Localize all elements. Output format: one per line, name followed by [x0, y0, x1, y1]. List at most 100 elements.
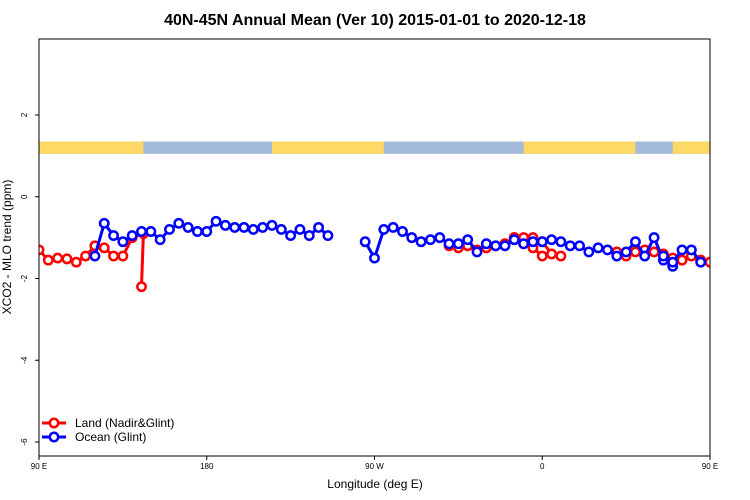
land-data-point [98, 242, 110, 254]
ocean-data-point [294, 224, 306, 235]
ocean-data-point [257, 221, 269, 233]
y-axis: -6 -4 -2 0 2 [20, 112, 39, 446]
legend-entry-ocean: Ocean (Glint) [42, 430, 146, 444]
ocean-data-point [238, 221, 250, 233]
land-data-point [117, 250, 129, 262]
ocean-data-point [406, 232, 418, 244]
ocean-data-point [322, 230, 334, 242]
ocean-data-point [117, 236, 129, 248]
ocean-data-point [229, 221, 241, 233]
land-band-2 [523, 141, 636, 154]
ocean-data-point [182, 221, 194, 233]
land-data-point [676, 254, 688, 266]
ocean-data-point [266, 219, 278, 231]
ocean-data-point [369, 252, 380, 264]
x-tick-label: 90 W [365, 462, 384, 471]
ocean-data-point [480, 238, 492, 250]
ocean-data-point [247, 224, 259, 235]
ocean-data-point [620, 246, 632, 258]
land-data-point [715, 256, 723, 264]
ocean-data-point [611, 250, 623, 262]
land-data-point [536, 250, 548, 262]
x-axis-label: Longitude (deg E) [327, 477, 422, 491]
land-data-point [629, 246, 641, 258]
ocean-data-point [434, 232, 446, 244]
ocean-data-point [592, 242, 604, 254]
ocean-data-point [490, 240, 502, 252]
land-data-point [734, 256, 742, 264]
land-data-point [546, 248, 558, 260]
ocean-data-point [743, 219, 750, 227]
land-data-point [52, 252, 64, 264]
ocean-data-point [695, 256, 707, 268]
ocean-data-point [518, 238, 530, 250]
ocean-data-point [583, 246, 595, 258]
land-data-point [80, 250, 92, 262]
ocean-data-point [574, 240, 585, 252]
ocean-data-point [462, 234, 474, 246]
land-band-0 [39, 141, 144, 154]
ocean-data-point [555, 236, 567, 248]
land-band-1 [271, 141, 384, 154]
land-data-point [39, 244, 45, 256]
ocean-data-point [452, 238, 464, 250]
land-data-point [42, 254, 54, 266]
ocean-data-point [629, 236, 641, 248]
y-tick-label: -2 [20, 274, 29, 282]
ocean-data-point [564, 240, 576, 252]
ocean-data-point [191, 226, 203, 237]
land-data-point [555, 250, 567, 262]
ocean-data-point [471, 246, 483, 258]
ocean-data-point [201, 226, 213, 237]
y-tick-label: -4 [20, 356, 29, 364]
ocean-data-point [667, 256, 679, 268]
ocean-data-point [164, 224, 175, 235]
ocean-data-point [648, 232, 660, 244]
x-tick-label: 180 [200, 462, 214, 471]
ocean-data-point [546, 234, 558, 246]
legend-label-ocean: Ocean (Glint) [75, 430, 146, 444]
x-tick-label: 90 E [31, 462, 47, 471]
ocean-data-point [98, 217, 110, 229]
ocean-data-point [602, 244, 613, 256]
x-tick-label: 90 E [702, 462, 718, 471]
y-axis-label: XCO2 - MLO trend (ppm) [0, 180, 14, 315]
ocean-data-point [313, 221, 325, 233]
ocean-data-point [685, 244, 697, 256]
land-data-point [61, 253, 73, 265]
land-data-point [136, 281, 147, 293]
ocean-series-line [738, 221, 750, 256]
ocean-data-point [285, 230, 297, 242]
ocean-data-point [108, 230, 120, 242]
ocean-data-point [126, 230, 138, 242]
land-data-point [70, 256, 82, 268]
ocean-data-point [210, 215, 222, 227]
ocean-data-point [443, 238, 455, 250]
land-ocean-strip [39, 141, 710, 154]
y-tick-label: 2 [20, 112, 29, 117]
legend-marker-ocean [48, 431, 60, 443]
ocean-data-point [136, 226, 147, 237]
ocean-data-point [378, 224, 390, 235]
land-data-point [648, 246, 660, 258]
ocean-data-point [154, 234, 166, 246]
ocean-data-point [397, 226, 408, 237]
ocean-data-point [415, 236, 427, 248]
ocean-data-point [508, 234, 520, 246]
ocean-data-point [219, 219, 231, 231]
ocean-data-point [387, 221, 399, 233]
chart-title: 40N-45N Annual Mean (Ver 10) 2015-01-01 … [164, 12, 586, 29]
ocean-data-point [499, 240, 511, 252]
land-data-point [743, 254, 750, 262]
land-data-point [108, 250, 120, 262]
ocean-data-point [527, 236, 539, 248]
legend: Land (Nadir&Glint) Ocean (Glint) [42, 416, 174, 444]
y-tick-label: 0 [20, 194, 29, 199]
y-tick-label: -6 [20, 438, 29, 446]
land-data-point [724, 258, 732, 266]
ocean-data-point [173, 217, 185, 229]
ocean-data-point [275, 224, 287, 235]
legend-label-land: Land (Nadir&Glint) [75, 416, 174, 430]
ocean-data-point [536, 236, 548, 248]
